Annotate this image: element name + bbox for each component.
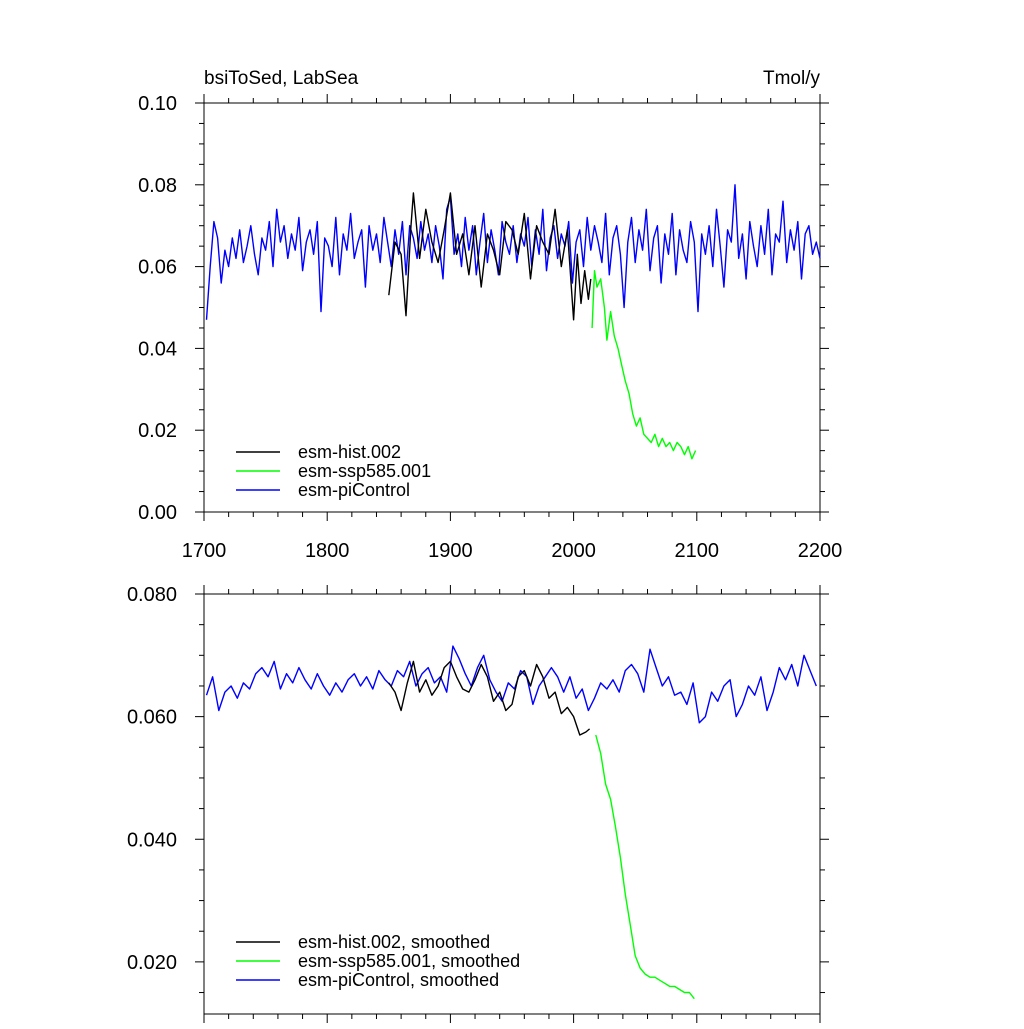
x-tick-label: 1900 [428, 540, 473, 562]
x-tick-label: 1700 [182, 540, 227, 562]
y-tick-label: 0.080 [127, 584, 177, 606]
bottom-plot-frame [203, 593, 821, 1015]
y-tick-label: 0.060 [127, 707, 177, 729]
top-plot-units: Tmol/y [763, 68, 821, 89]
y-tick-label: 0.040 [127, 829, 177, 851]
y-tick-label: 0.08 [138, 175, 177, 197]
top-plot: bsiToSed, LabSea Tmol/y 1700 1800 1900 2000… [138, 68, 842, 562]
x-tick-label: 2000 [551, 540, 596, 562]
x-tick-label: 1800 [305, 540, 350, 562]
x-tick-label: 2200 [798, 540, 843, 562]
series-line-esm-hist-002-smoothed [388, 660, 591, 736]
y-tick-label: 0.00 [138, 502, 177, 524]
bottom-plot: 0.020 0.040 0.060 0.080 esm-hist.002, smoot… [127, 584, 829, 1023]
bottom-plot-ticks: 0.020 0.040 0.060 0.080 [127, 584, 829, 1023]
top-plot-series [205, 184, 821, 460]
legend-label: esm-ssp585.001, smoothed [298, 951, 520, 971]
series-line-esm-ssp585-001 [591, 270, 697, 460]
series-line-esm-picontrol-smoothed [205, 645, 817, 724]
y-tick-label: 0.10 [138, 93, 177, 115]
x-tick-label: 2100 [675, 540, 720, 562]
series-line-esm-hist-002 [388, 192, 592, 321]
legend-label: esm-hist.002 [298, 442, 401, 462]
y-tick-label: 0.06 [138, 257, 177, 279]
y-tick-label: 0.020 [127, 952, 177, 974]
y-tick-label: 0.02 [138, 420, 177, 442]
legend-label: esm-hist.002, smoothed [298, 932, 490, 952]
y-tick-label: 0.04 [138, 338, 177, 360]
top-plot-frame [203, 102, 821, 513]
legend-label: esm-ssp585.001 [298, 461, 431, 481]
bottom-plot-series [205, 645, 817, 1000]
series-line-esm-picontrol [205, 184, 821, 320]
series-line-esm-ssp585-001-smoothed [595, 734, 695, 1000]
legend-label: esm-piControl [298, 480, 410, 500]
legend-label: esm-piControl, smoothed [298, 970, 499, 990]
top-plot-ticks: 1700 1800 1900 2000 2100 2200 0.00 0.02 0.04 0.06… [138, 93, 842, 562]
top-plot-title: bsiToSed, LabSea [204, 68, 359, 89]
